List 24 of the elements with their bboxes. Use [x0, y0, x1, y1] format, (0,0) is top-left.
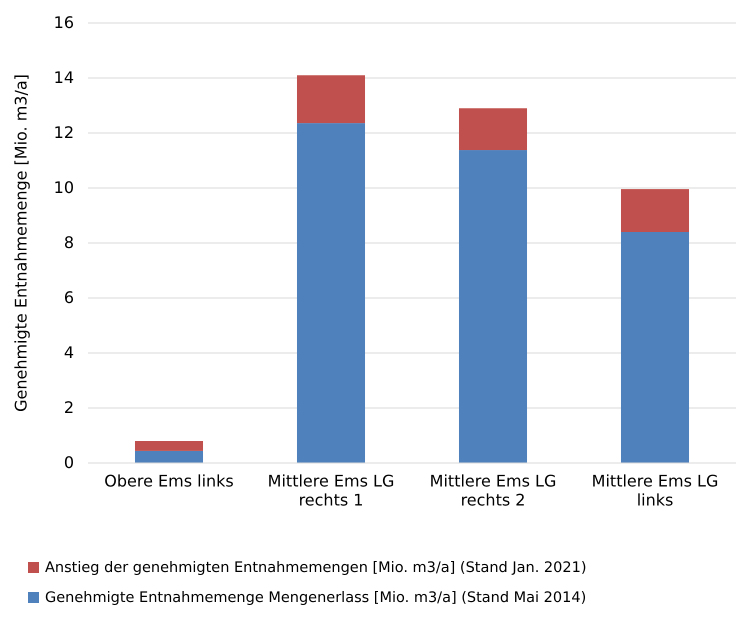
bar [620, 232, 690, 463]
y-tick-label: 4 [64, 343, 74, 362]
y-tick-label: 10 [54, 178, 74, 198]
x-tick-label: Mittlere Ems LG links [592, 471, 718, 510]
x-tick-label: Obere Ems links [104, 471, 234, 490]
legend-label: Genehmigte Entnahmemenge Mengenerlass [Mio. m3/a] (Stand Mai 2014) [45, 590, 586, 606]
y-tick-label: 2 [64, 398, 74, 418]
bar [620, 189, 690, 232]
y-tick-label: 16 [54, 13, 74, 32]
bar [458, 108, 528, 150]
bar [296, 123, 366, 463]
bar [134, 441, 204, 451]
x-tick-label: Mittlere Ems LG rechts 2 [430, 471, 556, 510]
legend-label: Anstieg der genehmigten Entnahmemengen [Mio. m3/a] (Stand Jan. 2021) [45, 560, 586, 576]
y-tick-label: 0 [64, 453, 74, 472]
x-tick-label: Mittlere Ems LG rechts 1 [268, 471, 394, 510]
y-tick-label: 6 [64, 288, 74, 308]
y-tick-label: 14 [54, 68, 74, 88]
bar [296, 75, 366, 124]
y-axis-title: Genehmigte Entnahmemenge [Mio. m3/a] [11, 74, 30, 412]
y-tick-label: 8 [64, 233, 74, 252]
bar [458, 150, 528, 463]
bar [134, 450, 204, 463]
y-tick-label: 12 [54, 123, 74, 142]
